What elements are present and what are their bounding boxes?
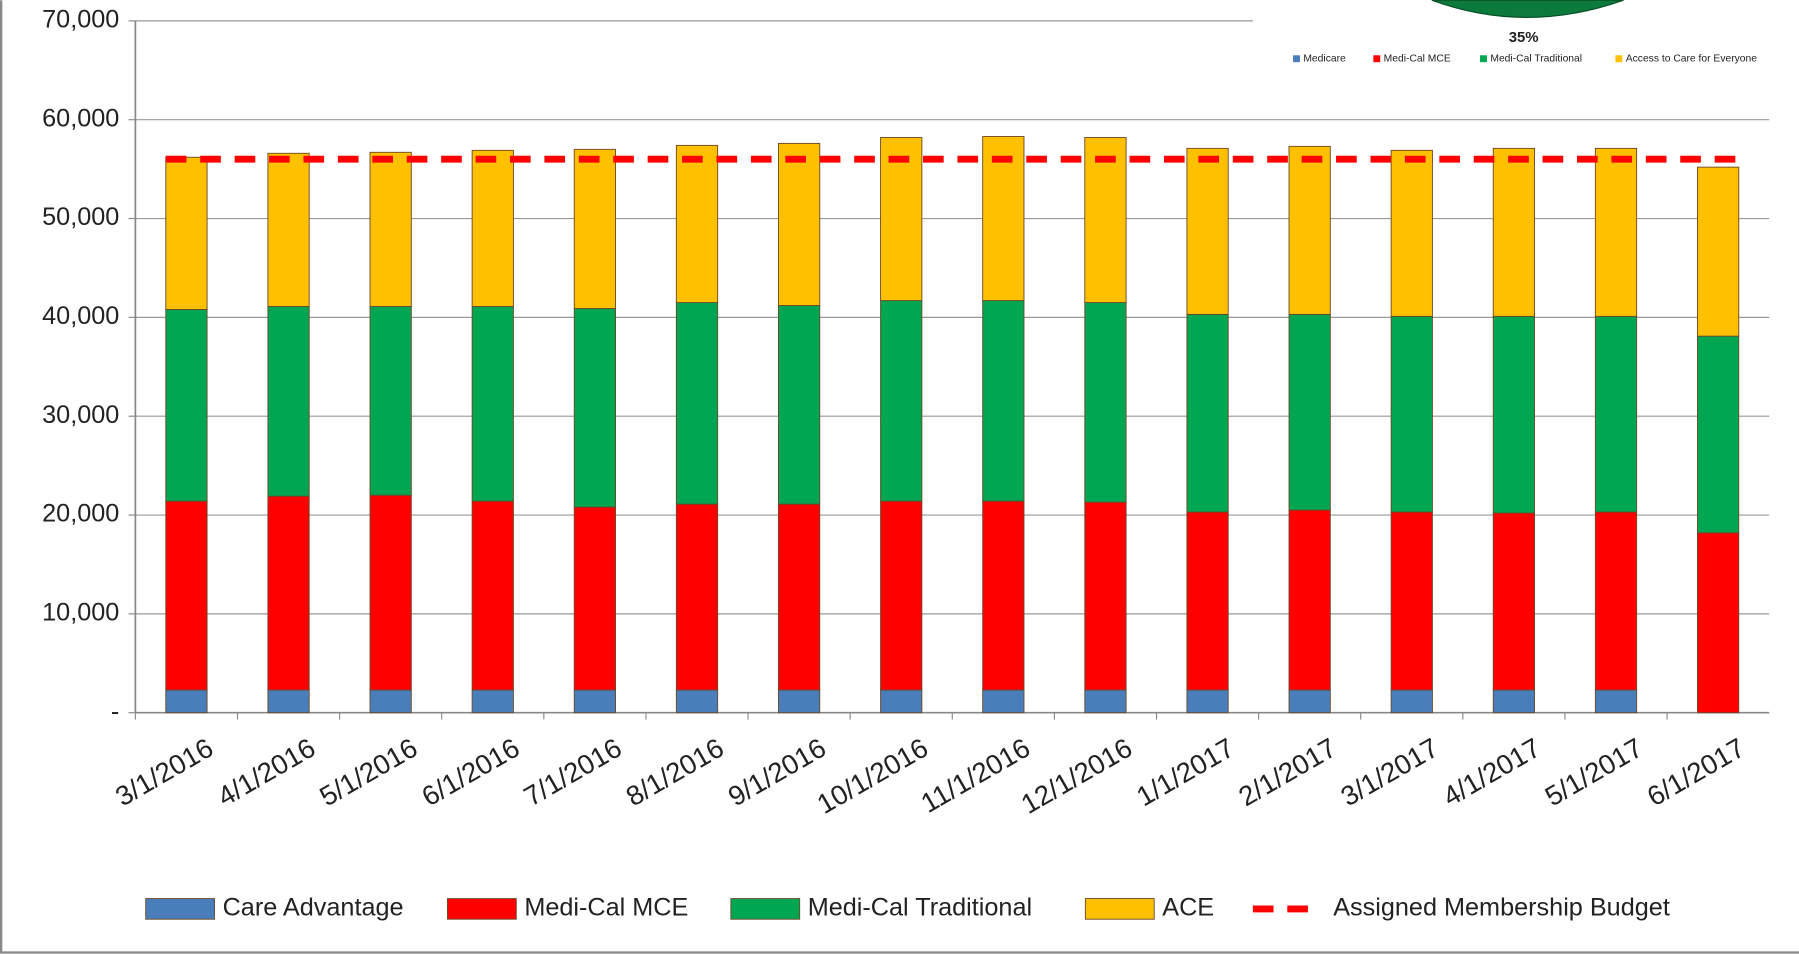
pie-legend-swatch <box>1373 55 1381 63</box>
pie-legend-label: Medicare <box>1303 53 1346 64</box>
pie-legend-swatch <box>1615 55 1623 63</box>
bar-segment <box>267 495 310 691</box>
legend-label: Medi-Cal MCE <box>524 894 688 922</box>
bar-segment <box>1594 689 1638 714</box>
bar-segment <box>1697 166 1740 337</box>
bar-segment <box>777 142 821 306</box>
bar-segment <box>1390 149 1433 317</box>
bar-segment <box>1186 147 1229 315</box>
bar-segment <box>1697 335 1740 534</box>
bar-segment <box>1084 137 1127 304</box>
bar-segment <box>165 156 208 310</box>
y-tick-label: 30,000 <box>42 401 119 429</box>
bar-segment <box>982 300 1025 502</box>
bar-segment <box>777 689 821 714</box>
legend-label: ACE <box>1162 894 1214 922</box>
bar-segment <box>1594 511 1638 691</box>
pie-label: 35% <box>1509 30 1539 46</box>
bar-segment <box>1697 532 1740 714</box>
legend-swatch <box>730 898 801 920</box>
bar-segment <box>1594 315 1638 513</box>
bar-segment <box>573 689 616 714</box>
pie-legend-label: Medi-Cal MCE <box>1384 53 1451 64</box>
bar-segment <box>369 306 412 496</box>
legend-label: Medi-Cal Traditional <box>808 894 1032 922</box>
bar-segment <box>369 151 412 307</box>
bar-segment <box>880 137 923 302</box>
bar-segment <box>777 305 821 505</box>
bar-segment <box>1492 512 1536 691</box>
bar-segment <box>675 302 719 505</box>
bar-segment <box>675 689 719 714</box>
bar-segment <box>1288 509 1331 691</box>
bar-segment <box>1492 689 1536 714</box>
bar-segment <box>777 503 821 691</box>
bar-segment <box>369 494 412 691</box>
y-tick-label: - <box>111 697 119 725</box>
bar-segment <box>1186 689 1229 714</box>
pie-legend-label: Access to Care for Everyone <box>1626 53 1758 64</box>
bar-segment <box>1288 689 1331 714</box>
y-tick-label: 40,000 <box>42 302 119 330</box>
bar-segment <box>982 689 1025 714</box>
legend-swatch <box>446 898 517 920</box>
bar-segment <box>267 689 310 714</box>
bar-segment <box>573 506 616 691</box>
legend-label: Care Advantage <box>223 894 404 922</box>
y-tick-label: 50,000 <box>42 203 119 231</box>
pie-legend-swatch <box>1293 55 1300 63</box>
legend-label: Assigned Membership Budget <box>1333 894 1670 922</box>
bar-segment <box>471 500 514 691</box>
bar-segment <box>1492 315 1536 514</box>
pie-legend-swatch <box>1480 55 1487 63</box>
bar-segment <box>1288 313 1331 511</box>
bar-segment <box>573 148 616 309</box>
bar-segment <box>1390 315 1433 513</box>
bar-segment <box>1186 511 1229 691</box>
bar-segment <box>1084 302 1127 503</box>
bar-segment <box>1594 147 1638 317</box>
bar-segment <box>1390 511 1433 691</box>
bar-segment <box>982 136 1025 302</box>
bar-segment <box>1288 145 1331 315</box>
bar-segment <box>1084 689 1127 714</box>
bar-segment <box>880 500 923 691</box>
bar-segment <box>165 689 208 714</box>
bar-segment <box>1390 689 1433 714</box>
bar-segment <box>1084 501 1127 691</box>
legend-swatch <box>1084 898 1155 920</box>
bar-segment <box>573 308 616 508</box>
bar-segment <box>369 689 412 714</box>
bar-segment <box>675 144 719 304</box>
bar-segment <box>880 689 923 714</box>
bar-segment <box>471 689 514 714</box>
bar-segment <box>1186 313 1229 513</box>
bar-segment <box>471 306 514 502</box>
bar-segment <box>1492 147 1536 317</box>
bar-segment <box>267 152 310 307</box>
pie-slice <box>1431 0 1624 18</box>
y-tick-label: 60,000 <box>42 104 119 132</box>
bar-segment <box>165 309 208 502</box>
bar-segment <box>471 149 514 307</box>
bar-segment <box>982 500 1025 691</box>
bar-segment <box>165 500 208 691</box>
y-tick-label: 10,000 <box>42 599 119 627</box>
bar-segment <box>880 300 923 502</box>
y-tick-label: 70,000 <box>42 6 119 34</box>
pie-legend-label: Medi-Cal Traditional <box>1490 53 1582 64</box>
legend-swatch <box>145 898 216 920</box>
y-tick-label: 20,000 <box>42 500 119 528</box>
bar-segment <box>267 306 310 497</box>
bar-segment <box>675 503 719 691</box>
